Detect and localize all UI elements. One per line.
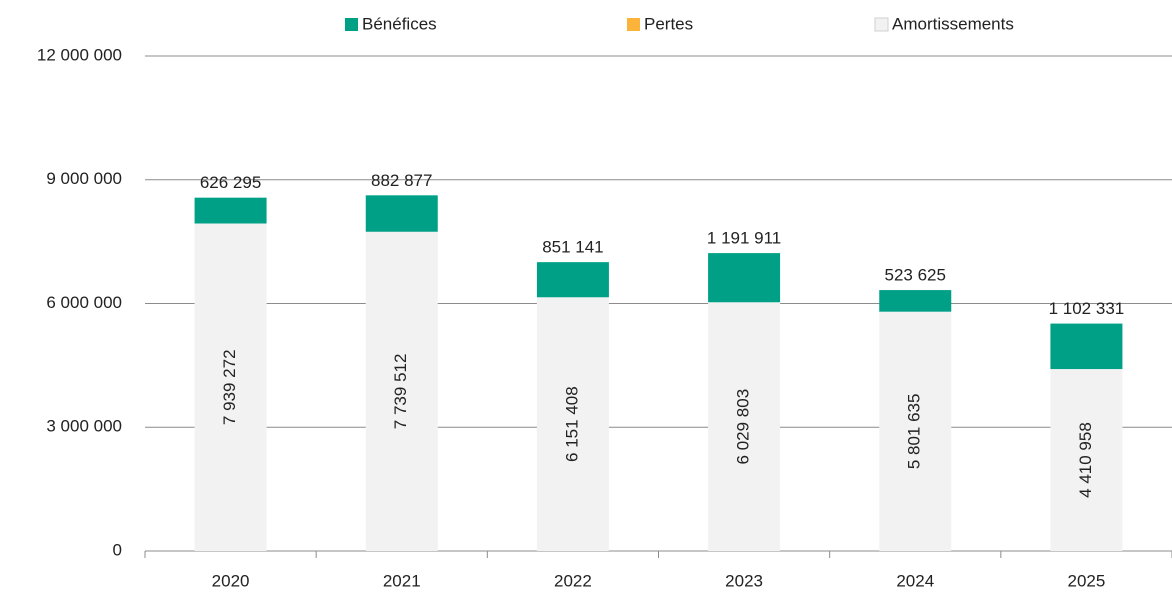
value-label: 626 295 [200,173,261,192]
legend-swatch [345,18,358,31]
bar-segment [879,311,952,551]
value-label: 6 029 803 [734,389,753,465]
x-tick-label: 2020 [212,571,250,590]
bar-segment [1050,323,1123,370]
x-tick-label: 2025 [1068,571,1106,590]
y-tick-label: 0 [113,540,122,559]
bar-segment [708,302,781,551]
legend-label: Amortissements [892,14,1014,33]
bar-segment [708,253,781,303]
value-label: 7 739 512 [391,354,410,430]
bar-segment [365,195,438,232]
y-tick-label: 3 000 000 [46,417,122,436]
x-tick-label: 2024 [896,571,934,590]
legend-swatch [874,17,889,32]
x-tick-label: 2021 [383,571,421,590]
value-label: 882 877 [371,171,432,190]
value-label: 5 801 635 [905,394,924,470]
bar-segment [1050,369,1123,551]
legend-swatch [627,18,640,31]
legend-label: Bénéfices [362,14,437,33]
value-label: 1 191 911 [707,229,781,248]
value-label: 6 151 408 [562,386,581,462]
value-label: 7 939 272 [220,349,239,425]
y-tick-label: 9 000 000 [46,169,122,188]
x-tick-label: 2022 [554,571,592,590]
bar-segment [879,290,952,312]
bar-segment [536,297,609,551]
value-label: 851 141 [542,238,603,257]
value-label: 4 410 958 [1076,422,1095,498]
bar-segment [194,223,267,551]
bar-segment [536,262,609,298]
y-tick-label: 12 000 000 [37,45,122,64]
value-label: 523 625 [885,266,946,285]
bar-segment [194,197,267,224]
legend-label: Pertes [644,14,693,33]
bar-segment [365,231,438,552]
x-tick-label: 2023 [725,571,763,590]
value-label: 1 102 331 [1049,299,1125,318]
y-tick-label: 6 000 000 [46,293,122,312]
